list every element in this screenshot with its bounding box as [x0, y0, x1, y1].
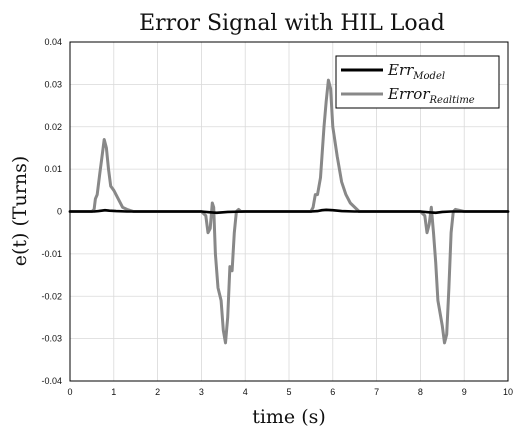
x-tick-label: 0 [67, 387, 72, 397]
y-tick-label: 0.02 [44, 122, 62, 132]
series-layer [68, 78, 510, 345]
y-tick-label: -0.01 [41, 249, 62, 259]
plot-frame [69, 41, 509, 382]
y-tick-label: 0.04 [44, 37, 62, 47]
legend-label-realtime-main: Error [387, 85, 430, 103]
x-tick-label: 2 [155, 387, 160, 397]
chart-title: Error Signal with HIL Load [139, 11, 445, 36]
legend-label-realtime: ErrorRealtime [387, 85, 475, 106]
legend-label-model-sub: Model [412, 71, 445, 82]
y-tick-label: 0.01 [44, 164, 62, 174]
x-tick-label: 3 [199, 387, 204, 397]
x-tick-label: 7 [374, 387, 379, 397]
series-line-model [68, 208, 510, 215]
x-tick-label: 1 [111, 387, 116, 397]
x-tick-label: 4 [243, 387, 248, 397]
y-tick-label: 0 [57, 207, 62, 217]
y-tick-label: -0.03 [41, 334, 62, 344]
legend-label-model: ErrModel [387, 61, 445, 82]
x-tick-label: 5 [286, 387, 291, 397]
legend-label-model-main: Err [387, 61, 414, 79]
x-tick-label: 8 [418, 387, 423, 397]
x-axis-label: time (s) [252, 406, 326, 428]
x-tick-label: 9 [462, 387, 467, 397]
x-tick-label: 10 [503, 387, 513, 397]
x-tick-label: 6 [330, 387, 335, 397]
y-tick-label: -0.04 [41, 376, 62, 386]
legend-label-realtime-sub: Realtime [429, 95, 475, 106]
tick-labels: 0 1 2 3 4 5 6 7 8 9 10 0.04 0.03 0.02 0.01 0 -0.01 -0.02 -… [41, 37, 513, 397]
y-tick-label: 0.03 [44, 79, 62, 89]
legend-box [335, 55, 500, 109]
y-axis-label: e(t) (Turns) [9, 156, 31, 267]
legend: ErrModel ErrorRealtime [335, 55, 500, 109]
y-tick-label: -0.02 [41, 291, 62, 301]
